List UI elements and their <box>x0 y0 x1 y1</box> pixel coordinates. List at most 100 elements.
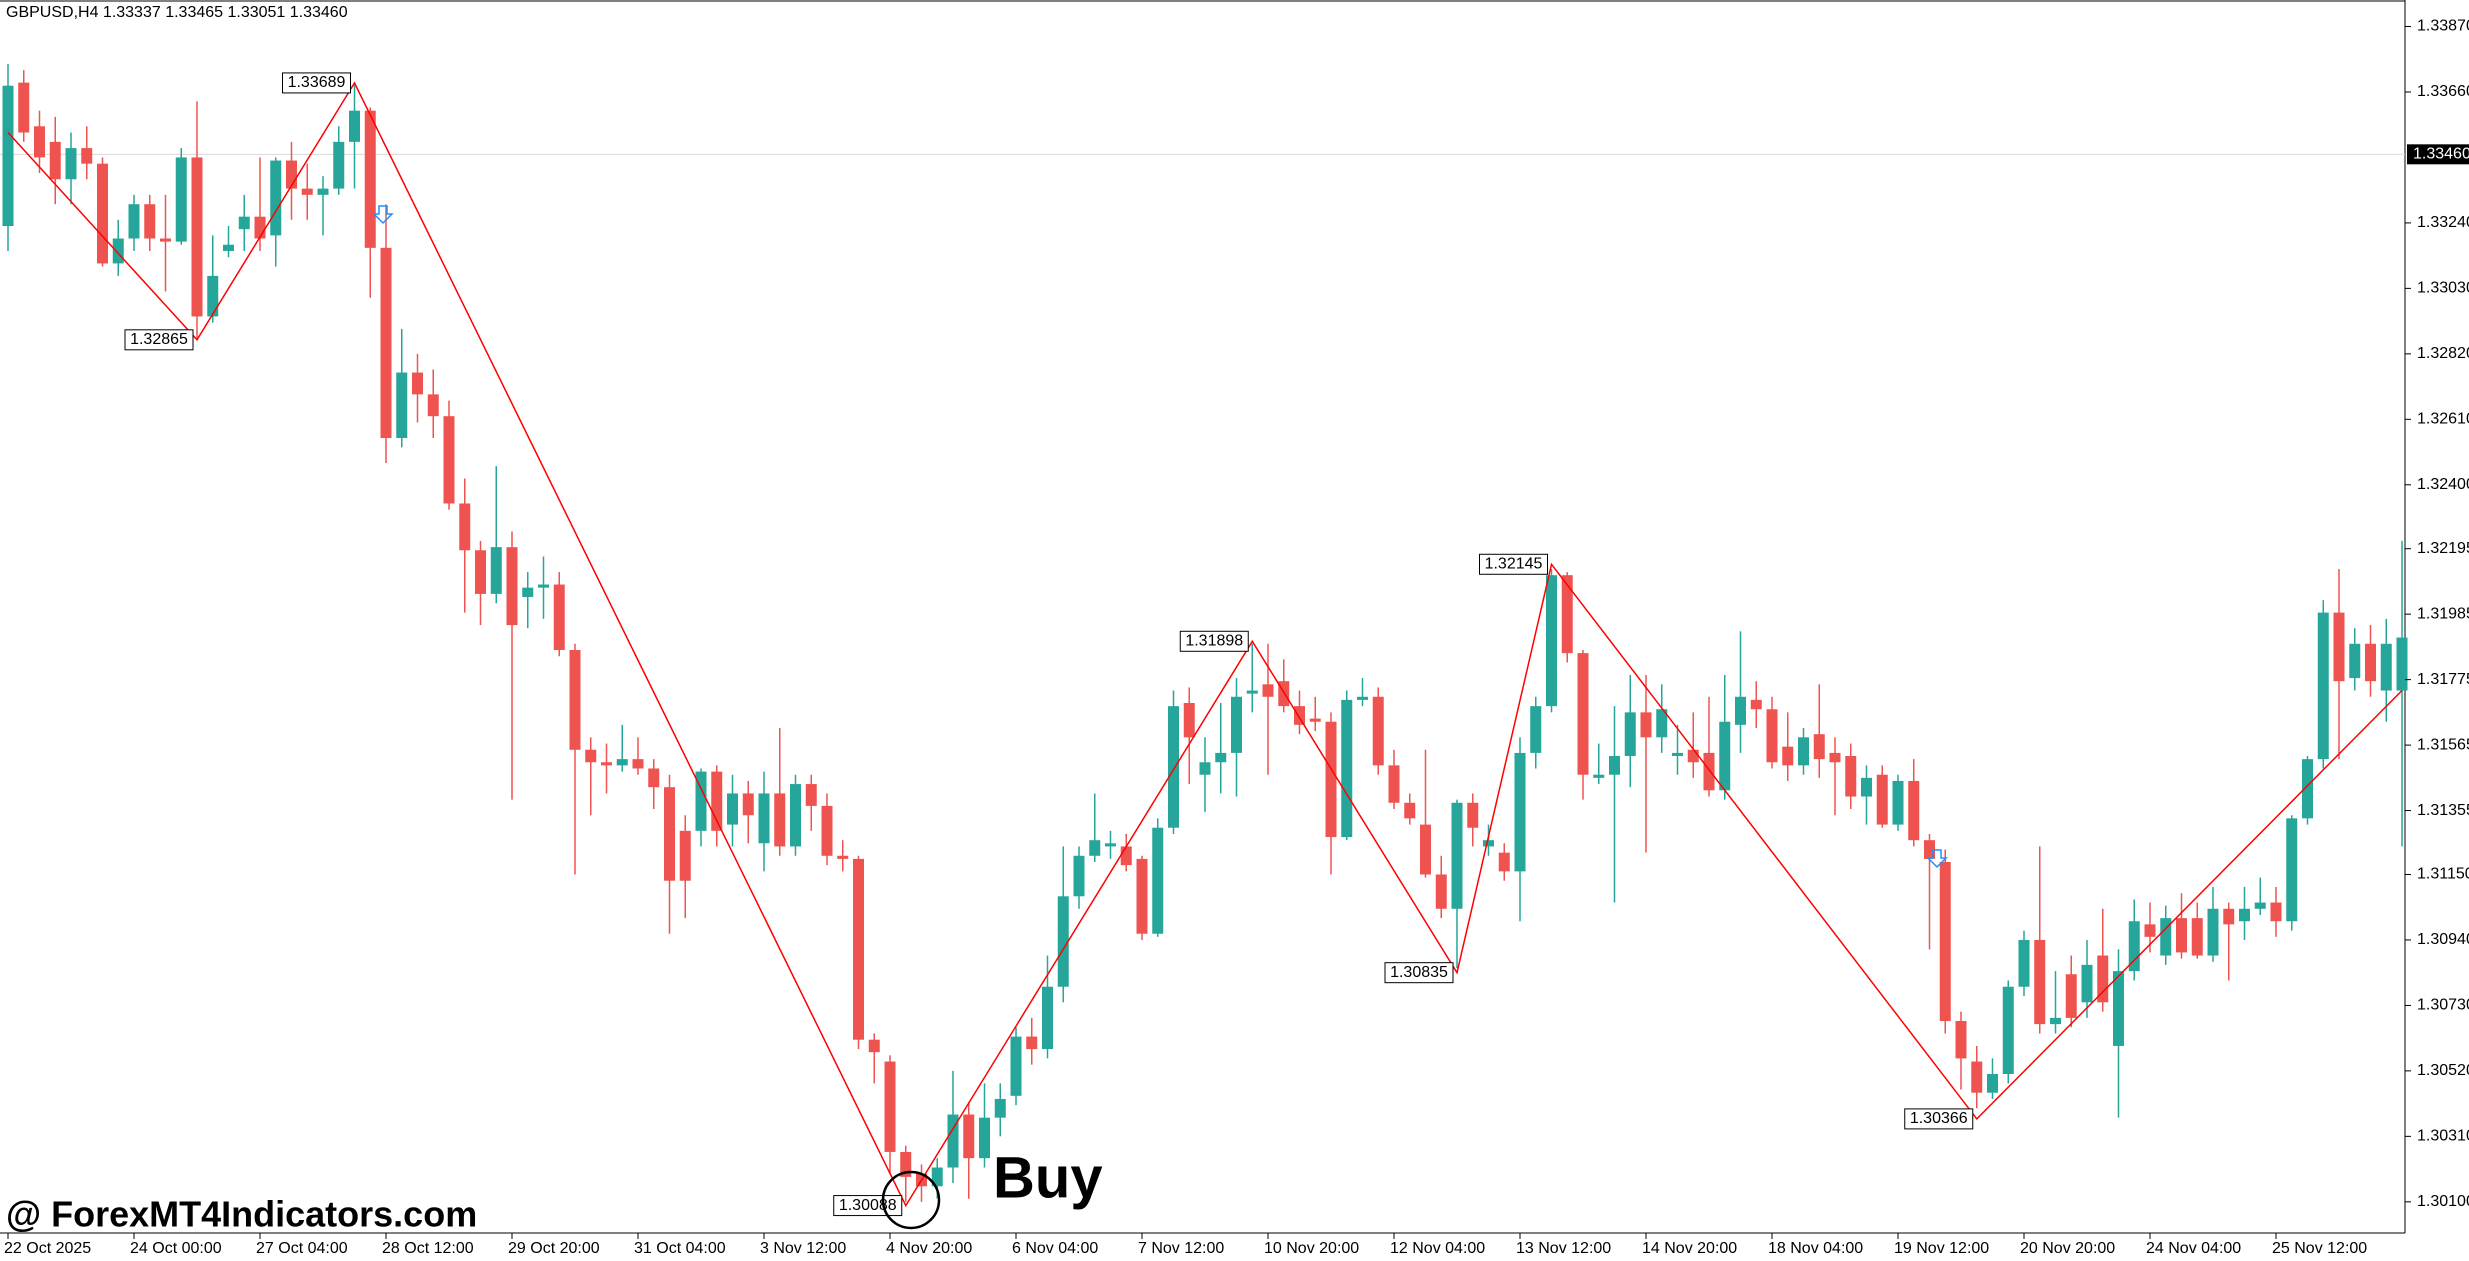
candle-body <box>1703 752 1715 791</box>
candle-body <box>1042 986 1053 1050</box>
candle-body <box>223 244 234 251</box>
candle-body <box>2254 902 2266 909</box>
candle-body <box>648 768 660 788</box>
candle-body <box>1971 1061 1983 1093</box>
y-tick-label: 1.32820 <box>2417 345 2469 362</box>
y-tick-label: 1.30730 <box>2417 997 2469 1014</box>
candle-body <box>1026 1036 1038 1050</box>
candle-body <box>238 216 250 230</box>
x-tick-label: 22 Oct 2025 <box>4 1240 91 1257</box>
candle-body <box>333 141 345 189</box>
candle-body <box>2065 974 2077 1018</box>
candle-body <box>1246 690 1258 694</box>
candle-body <box>427 394 439 417</box>
candle-body <box>1057 896 1069 987</box>
last-price-label: 1.33460 <box>2413 146 2469 163</box>
candle-body <box>1152 827 1164 934</box>
candle-body <box>679 830 691 881</box>
x-tick-label: 19 Nov 12:00 <box>1894 1240 1989 1257</box>
candle-body <box>1199 762 1211 775</box>
candle-body <box>1924 840 1935 859</box>
candle-body <box>97 163 108 264</box>
y-tick-label: 1.31775 <box>2417 671 2469 688</box>
candle-body <box>711 771 723 831</box>
candle-body <box>963 1114 975 1159</box>
candle-body <box>616 759 628 766</box>
candle-body <box>2176 918 2187 953</box>
x-tick-label: 10 Nov 20:00 <box>1264 1240 1359 1257</box>
candle-body <box>1546 575 1557 707</box>
x-tick-label: 14 Nov 20:00 <box>1642 1240 1737 1257</box>
candle-body <box>34 126 45 158</box>
candle-body <box>790 784 801 847</box>
candle-body <box>1750 699 1762 710</box>
zigzag-label: 1.30835 <box>1390 964 1448 981</box>
candle-body <box>207 275 219 317</box>
x-tick-label: 6 Nov 04:00 <box>1012 1240 1098 1257</box>
candle-body <box>569 650 581 750</box>
candle-body <box>2081 964 2093 1003</box>
candle-body <box>1231 696 1242 753</box>
candle-body <box>1105 843 1116 847</box>
candle-body <box>443 416 455 504</box>
x-tick-label: 27 Oct 04:00 <box>256 1240 348 1257</box>
candle-body <box>396 372 408 439</box>
candle-body <box>1892 780 1904 825</box>
y-tick-label: 1.33030 <box>2417 280 2469 297</box>
y-tick-label: 1.31355 <box>2417 802 2469 819</box>
x-tick-label: 13 Nov 12:00 <box>1516 1240 1611 1257</box>
candle-body <box>538 584 549 588</box>
x-tick-label: 18 Nov 04:00 <box>1768 1240 1863 1257</box>
candle-body <box>490 547 502 594</box>
x-tick-label: 31 Oct 04:00 <box>634 1240 726 1257</box>
candle-body <box>1593 774 1605 778</box>
candle-body <box>632 759 644 769</box>
candle-body <box>2002 986 2014 1075</box>
candle-body <box>1467 802 1479 828</box>
candle-body <box>459 503 471 551</box>
candle-body <box>1514 752 1526 872</box>
candle-body <box>2349 643 2361 679</box>
candle-body <box>1577 653 1589 775</box>
candle-body <box>2302 759 2313 819</box>
candle-body <box>900 1151 912 1177</box>
candle-body <box>2223 908 2235 925</box>
y-tick-label: 1.30940 <box>2417 931 2469 948</box>
candle-body <box>821 805 833 856</box>
zigzag-label-box <box>1384 962 1454 984</box>
candle-body <box>1435 874 1447 909</box>
y-tick-label: 1.30310 <box>2417 1128 2469 1145</box>
candle-body <box>1136 858 1148 934</box>
zigzag-label-box <box>1479 553 1548 575</box>
signal-label: Buy <box>993 1145 1103 1210</box>
candle-body <box>506 547 518 626</box>
candle-body <box>191 157 203 317</box>
candle-body <box>1845 756 1857 797</box>
y-tick-label: 1.33870 <box>2417 18 2469 35</box>
candle-body <box>2 85 14 227</box>
candle-body <box>1341 699 1353 838</box>
candle-body <box>884 1061 896 1152</box>
candle-body <box>2160 918 2172 956</box>
candle-body <box>1766 709 1778 763</box>
x-tick-label: 28 Oct 12:00 <box>382 1240 474 1257</box>
candle-body <box>301 188 313 195</box>
candle-body <box>2050 1017 2061 1025</box>
chart-header: GBPUSD,H4 1.33337 1.33465 1.33051 1.3346… <box>6 4 348 21</box>
candle-body <box>1262 684 1274 697</box>
x-tick-label: 29 Oct 20:00 <box>508 1240 600 1257</box>
candle-body <box>758 793 770 844</box>
candle-body <box>2191 918 2203 956</box>
candle-body <box>1357 696 1368 700</box>
candle-body <box>2239 908 2250 922</box>
candle-body <box>2380 643 2392 691</box>
candle-body <box>2365 643 2376 682</box>
candle-body <box>317 188 329 195</box>
candle-body <box>49 141 61 180</box>
x-tick-label: 4 Nov 20:00 <box>886 1240 972 1257</box>
marks: 1.32865 1.33689 1.30088 1.31898 1.30835 1.321… <box>0 63 2408 1217</box>
candle-body <box>868 1039 880 1053</box>
candle-body <box>254 216 266 239</box>
last-price-box <box>2407 144 2469 165</box>
